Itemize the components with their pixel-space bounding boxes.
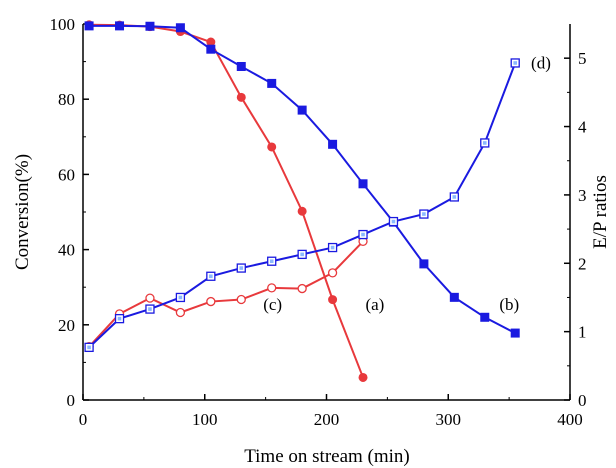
data-point-inner — [87, 345, 91, 350]
y-axis-right-title: E/P ratios — [590, 175, 611, 249]
data-point-inner — [117, 316, 122, 321]
annotations: (a) (b) (c) (d) — [263, 53, 551, 313]
data-point — [297, 206, 307, 216]
data-point — [145, 293, 155, 303]
series-3 — [84, 58, 520, 353]
y-left-tick-label: 80 — [58, 90, 75, 109]
data-point-inner — [239, 266, 244, 270]
y-right-tick-label: 3 — [578, 186, 587, 205]
data-point-inner — [330, 245, 335, 250]
annotation-label: (a) — [365, 295, 384, 314]
y-right-tick-label: 0 — [578, 391, 587, 410]
x-tick-label: 400 — [557, 410, 583, 429]
data-point — [358, 372, 368, 382]
series-1 — [84, 21, 520, 338]
data-point-inner — [209, 274, 213, 279]
data-point — [206, 44, 216, 54]
data-point-inner — [269, 259, 274, 264]
data-point — [236, 294, 246, 305]
data-point — [267, 142, 277, 152]
data-point — [145, 21, 155, 31]
data-point — [297, 283, 307, 294]
data-point — [175, 307, 186, 318]
x-axis-title: Time on stream (min) — [244, 446, 410, 467]
y-left-tick-label: 60 — [58, 165, 75, 184]
data-point-inner — [148, 307, 152, 311]
annotation-label: (c) — [263, 295, 282, 314]
data-point-inner — [422, 212, 426, 216]
data-point — [419, 259, 429, 269]
x-tick-label: 300 — [436, 410, 462, 429]
data-point — [236, 61, 246, 71]
annotation-label: (d) — [531, 53, 551, 72]
series-line — [89, 23, 364, 378]
y-axis-left-title: Conversion(%) — [12, 154, 33, 270]
y-right-tick-label: 2 — [578, 254, 587, 273]
annotation-label: (b) — [499, 295, 519, 314]
y-left-tick-label: 100 — [50, 15, 76, 34]
data-point-inner — [361, 232, 365, 237]
y-right-tick-label: 4 — [578, 118, 587, 137]
y-left-tick-label: 0 — [67, 391, 76, 410]
series-0 — [84, 20, 368, 382]
x-tick-label: 0 — [79, 410, 88, 429]
data-point — [449, 292, 459, 302]
y-left-tick-label: 40 — [58, 241, 75, 260]
data-point — [328, 295, 338, 305]
data-point — [206, 296, 216, 307]
data-point — [84, 21, 94, 31]
data-point — [328, 139, 338, 149]
x-tick-label: 100 — [192, 410, 218, 429]
data-point — [267, 78, 277, 88]
data-point — [327, 268, 338, 278]
y-left-tick-label: 20 — [58, 316, 75, 335]
x-tick-label: 200 — [314, 410, 340, 429]
data-point — [175, 23, 185, 33]
data-point — [358, 179, 368, 189]
data-point — [480, 312, 490, 322]
data-point-inner — [178, 295, 183, 300]
data-point — [297, 105, 307, 115]
data-point — [236, 92, 246, 102]
data-point-inner — [513, 61, 518, 65]
data-point — [115, 21, 125, 31]
data-point-inner — [300, 252, 304, 257]
y-right-tick-label: 5 — [578, 49, 587, 68]
series-layer — [84, 20, 520, 382]
series-line — [88, 240, 364, 348]
y-right-tick-label: 1 — [578, 323, 587, 342]
data-point — [510, 328, 520, 338]
data-point-inner — [482, 141, 487, 145]
data-point — [267, 283, 277, 293]
data-point-inner — [391, 219, 396, 224]
data-point-inner — [452, 195, 457, 199]
series-2 — [84, 236, 368, 352]
